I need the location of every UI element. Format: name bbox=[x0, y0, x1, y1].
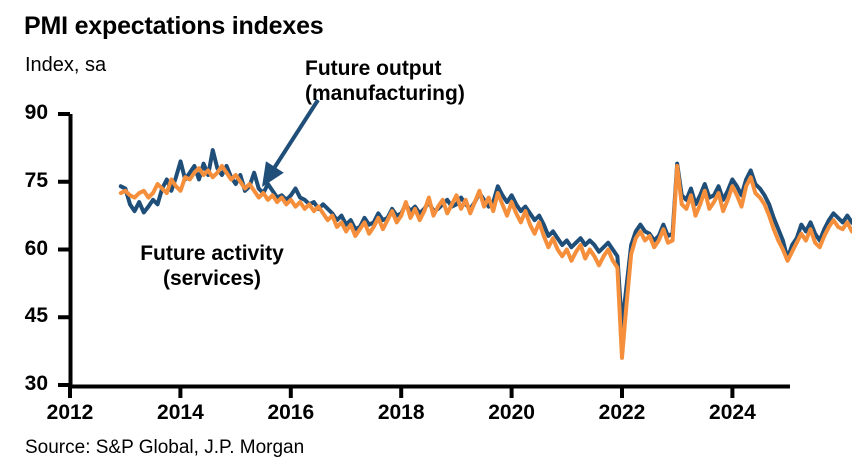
chart-subtitle: Index, sa bbox=[25, 54, 107, 76]
annotation-arrow bbox=[262, 98, 320, 187]
data-series-group bbox=[118, 148, 852, 360]
annotation-manufacturing-line1: Future output bbox=[305, 57, 442, 80]
series-line-services bbox=[118, 163, 852, 360]
x-tick-label: 2014 bbox=[157, 401, 204, 424]
annotation-services-line1: Future activity bbox=[140, 242, 284, 265]
y-axis-ticks bbox=[58, 112, 70, 387]
x-tick-label: 2016 bbox=[267, 401, 315, 424]
x-tick-label: 2024 bbox=[709, 401, 756, 424]
annotation-future-activity-services: Future activity (services) bbox=[122, 241, 302, 291]
arrow-shaft bbox=[269, 98, 320, 175]
annotation-future-output-manufacturing: Future output (manufacturing) bbox=[305, 56, 465, 106]
annotation-services-line2: (services) bbox=[162, 267, 262, 290]
x-tick-label: 2018 bbox=[377, 401, 425, 424]
axes bbox=[58, 112, 790, 398]
y-tick-label: 60 bbox=[24, 236, 48, 260]
x-axis-ticks bbox=[68, 386, 735, 398]
x-tick-label: 2012 bbox=[46, 401, 94, 424]
series-line-manufacturing bbox=[118, 148, 852, 329]
y-tick-label: 30 bbox=[24, 372, 48, 395]
y-tick-label: 45 bbox=[24, 304, 48, 328]
y-tick-label: 90 bbox=[24, 101, 48, 124]
x-tick-label: 2022 bbox=[598, 401, 646, 424]
arrow-head bbox=[262, 161, 284, 187]
chart-source: Source: S&P Global, J.P. Morgan bbox=[25, 437, 305, 458]
x-tick-label: 2020 bbox=[488, 401, 535, 424]
annotation-manufacturing-line2: (manufacturing) bbox=[305, 82, 465, 105]
chart-title: PMI expectations indexes bbox=[24, 12, 324, 40]
y-tick-label: 75 bbox=[24, 168, 48, 192]
